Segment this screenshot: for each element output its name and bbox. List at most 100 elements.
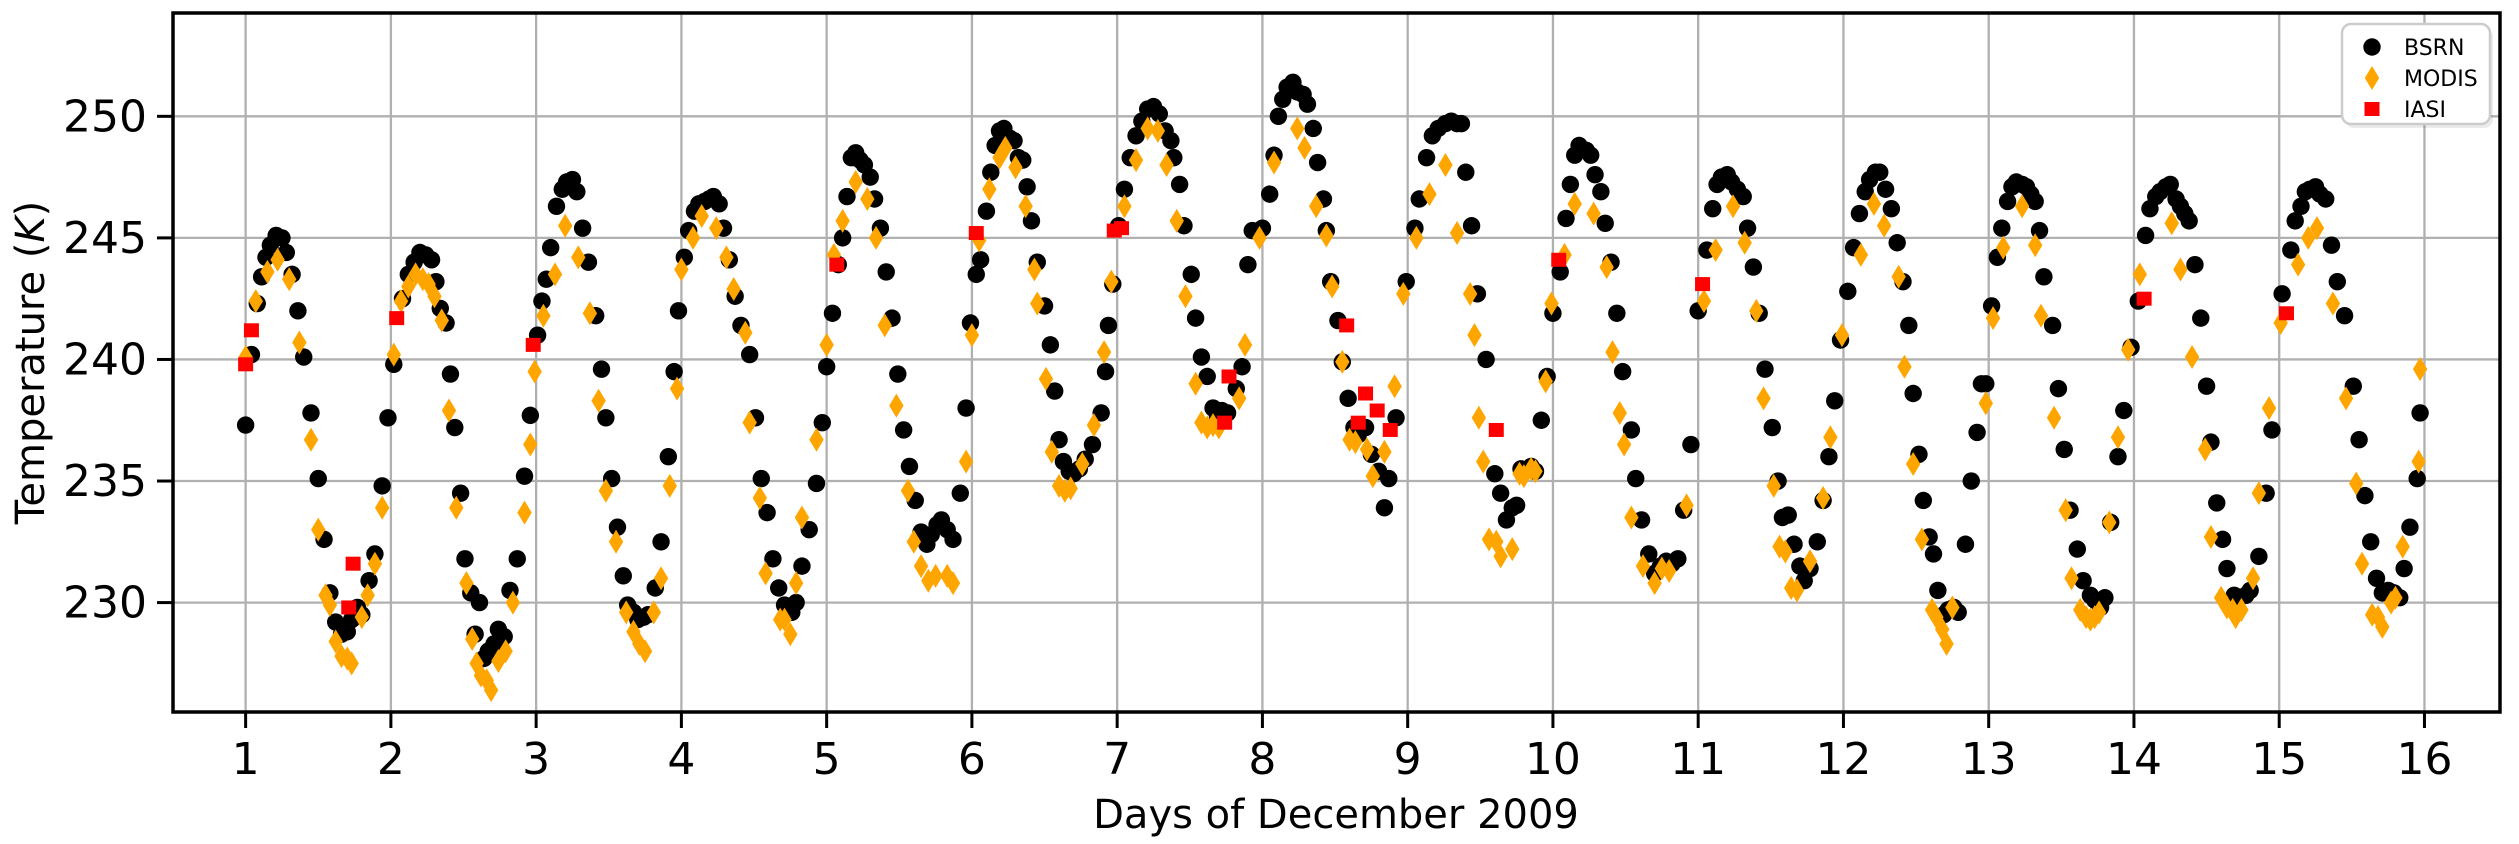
data-point-bsrn bbox=[1763, 418, 1781, 437]
data-point-bsrn bbox=[1018, 178, 1036, 196]
data-point-modis bbox=[344, 651, 359, 676]
data-point-iasi bbox=[389, 311, 405, 326]
data-point-modis bbox=[2383, 590, 2399, 615]
data-point-bsrn bbox=[1198, 367, 1216, 386]
data-point-modis bbox=[1708, 238, 1723, 263]
data-point-modis bbox=[1231, 386, 1247, 411]
data-point-modis bbox=[1159, 152, 1174, 177]
data-point-bsrn bbox=[817, 358, 836, 376]
data-point-modis bbox=[2110, 425, 2126, 450]
data-point-modis bbox=[2309, 216, 2325, 241]
data-point-modis bbox=[1365, 464, 1381, 489]
data-point-modis bbox=[860, 186, 875, 211]
data-point-bsrn bbox=[2197, 377, 2216, 395]
data-point-iasi bbox=[238, 357, 254, 372]
data-point-bsrn bbox=[1532, 411, 1551, 429]
data-point-bsrn bbox=[710, 195, 728, 213]
x-tick-label: 15 bbox=[2251, 734, 2307, 785]
data-point-modis bbox=[2027, 233, 2043, 258]
y-axis-label-text: Temperature (K) bbox=[8, 201, 54, 526]
y-tick-label: 240 bbox=[63, 334, 147, 385]
data-point-bsrn bbox=[652, 533, 670, 551]
data-point-modis bbox=[2058, 498, 2073, 523]
data-point-modis bbox=[2273, 310, 2288, 335]
data-point-bsrn bbox=[951, 484, 969, 502]
x-tick-label: 6 bbox=[958, 734, 986, 785]
data-point-modis bbox=[1150, 118, 1166, 143]
y-axis-label: Temperature (K) bbox=[8, 201, 54, 526]
data-point-modis bbox=[1335, 349, 1350, 374]
data-point-modis bbox=[674, 257, 689, 282]
data-point-bsrn bbox=[1041, 336, 1060, 354]
data-point-bsrn bbox=[2192, 309, 2210, 327]
data-point-modis bbox=[1802, 549, 1818, 574]
data-point-bsrn bbox=[1557, 209, 1575, 228]
data-point-bsrn bbox=[2316, 190, 2335, 208]
data-point-modis bbox=[958, 449, 974, 474]
data-point-modis bbox=[2046, 405, 2062, 430]
data-point-bsrn bbox=[541, 238, 560, 257]
data-point-iasi bbox=[1695, 277, 1711, 292]
data-point-iasi bbox=[829, 257, 845, 272]
data-point-bsrn bbox=[597, 409, 615, 427]
data-point-modis bbox=[2228, 605, 2243, 630]
data-point-bsrn bbox=[1050, 430, 1068, 449]
data-point-modis bbox=[260, 259, 275, 284]
data-point-modis bbox=[1985, 306, 2001, 331]
data-point-bsrn bbox=[1486, 465, 1504, 483]
data-point-bsrn bbox=[1260, 185, 1279, 203]
data-point-bsrn bbox=[1170, 175, 1189, 194]
data-point-modis bbox=[1945, 595, 1960, 620]
data-point-bsrn bbox=[2322, 236, 2341, 254]
data-point-modis bbox=[1117, 194, 1132, 219]
legend-marker-bsrn bbox=[2363, 38, 2381, 56]
data-point-modis bbox=[2412, 357, 2428, 382]
data-point-modis bbox=[2290, 252, 2306, 277]
data-point-bsrn bbox=[1127, 127, 1145, 145]
data-point-modis bbox=[2197, 437, 2213, 462]
data-point-modis bbox=[998, 135, 1013, 160]
data-point-modis bbox=[669, 376, 685, 401]
data-point-modis bbox=[1409, 225, 1424, 250]
data-point-bsrn bbox=[1150, 105, 1168, 123]
data-point-modis bbox=[427, 284, 442, 309]
data-point-bsrn bbox=[2208, 494, 2226, 512]
legend-marker-iasi bbox=[2364, 102, 2380, 116]
data-point-modis bbox=[1679, 493, 1694, 518]
data-point-bsrn bbox=[1457, 163, 1475, 181]
data-point-modis bbox=[1438, 152, 1453, 177]
data-point-modis bbox=[2261, 396, 2277, 421]
data-point-iasi bbox=[1369, 403, 1385, 418]
data-point-modis bbox=[1104, 269, 1119, 294]
data-point-bsrn bbox=[573, 219, 592, 237]
data-point-bsrn bbox=[1092, 404, 1110, 422]
data-point-modis bbox=[1237, 332, 1253, 357]
data-point-bsrn bbox=[533, 292, 551, 310]
data-point-bsrn bbox=[1779, 506, 1797, 524]
data-point-modis bbox=[1200, 415, 1215, 440]
data-point-modis bbox=[1324, 274, 1340, 299]
data-point-bsrn bbox=[568, 183, 586, 201]
data-point-modis bbox=[1063, 476, 1078, 501]
data-point-bsrn bbox=[877, 263, 895, 281]
data-point-modis bbox=[1939, 631, 1954, 656]
data-point-bsrn bbox=[957, 399, 975, 417]
data-point-bsrn bbox=[2286, 212, 2304, 230]
data-point-modis bbox=[2132, 262, 2147, 287]
data-point-modis bbox=[374, 495, 390, 520]
series-iasi bbox=[238, 221, 2294, 615]
data-point-modis bbox=[2064, 566, 2079, 591]
data-point-modis bbox=[1789, 578, 1805, 603]
data-point-modis bbox=[1605, 340, 1620, 365]
data-point-modis bbox=[906, 529, 922, 554]
x-tick-label: 1 bbox=[232, 734, 260, 785]
data-point-modis bbox=[819, 332, 834, 357]
data-point-modis bbox=[742, 410, 757, 435]
series-modis bbox=[238, 116, 2428, 703]
data-point-bsrn bbox=[1882, 200, 1901, 218]
data-point-bsrn bbox=[1613, 362, 1632, 381]
data-point-bsrn bbox=[1871, 163, 1889, 181]
data-point-bsrn bbox=[758, 503, 776, 522]
data-point-modis bbox=[1178, 284, 1193, 309]
data-point-bsrn bbox=[2263, 421, 2281, 439]
